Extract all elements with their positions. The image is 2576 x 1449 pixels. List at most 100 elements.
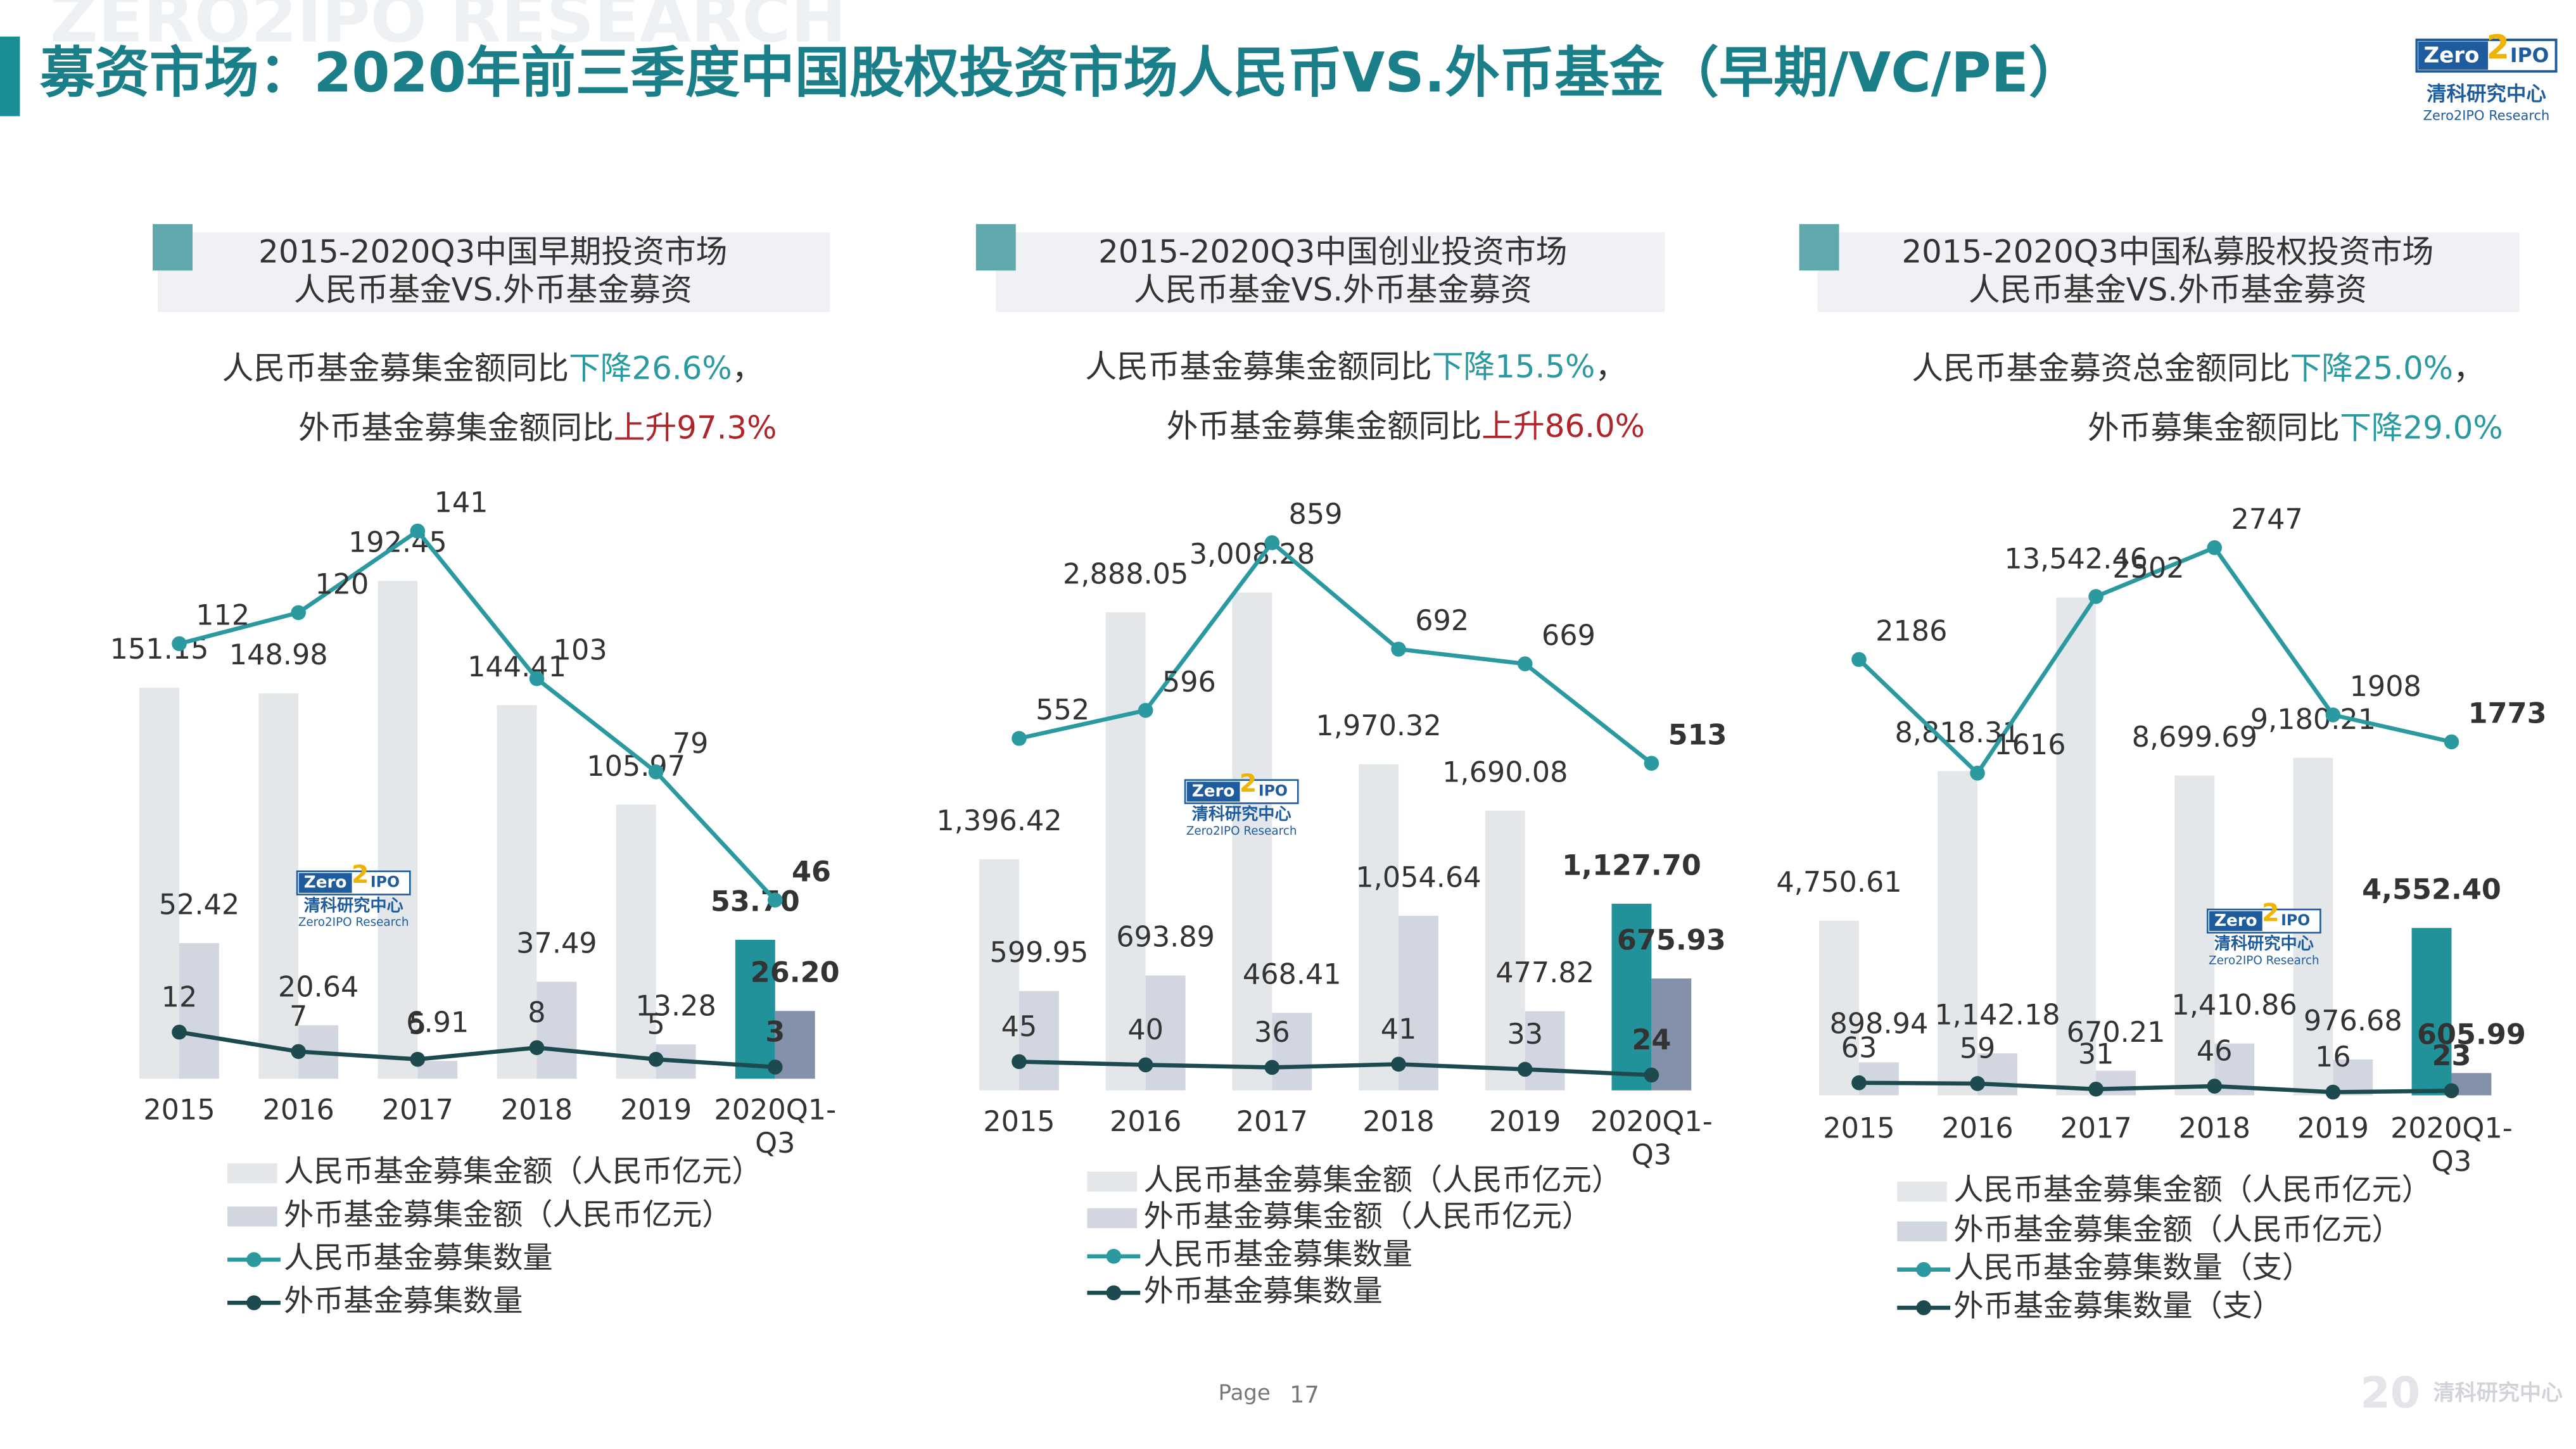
line-value-label: 16 (2315, 1041, 2351, 1073)
line-value-label: 513 (1668, 718, 1727, 751)
chart-note: 人民币基金募集金额同比下降26.6%， (222, 350, 764, 386)
legend-label: 外币基金募集金额（人民币亿元） (1953, 1212, 2401, 1247)
legend-label: 人民币基金募集数量 (284, 1241, 552, 1275)
x-tick-label: 2017 (2060, 1112, 2131, 1145)
bar (1485, 811, 1525, 1091)
x-tick-label: 2017 (382, 1094, 454, 1127)
logo-digit: 2 (352, 861, 369, 889)
logo-tagline: Zero2IPO Research (1186, 825, 1297, 838)
line-value-label: 2186 (1875, 614, 1947, 647)
chart-note: 人民币基金募资总金额同比下降25.0%， (1912, 350, 2485, 386)
bar (1359, 764, 1399, 1091)
x-tick-label: 2020Q1-Q3 (1590, 1105, 1713, 1171)
x-tick-label: 2015 (1823, 1112, 1894, 1145)
line-value-label: 859 (1289, 498, 1343, 531)
bar-value-label: 468.41 (1243, 958, 1342, 991)
line-marker (767, 1060, 783, 1075)
note-segment: 下降26.6% (569, 350, 732, 386)
x-tick-label: 2019 (1489, 1105, 1561, 1138)
x-tick-label: 2018 (1362, 1105, 1434, 1138)
logo-word: IPO (371, 873, 400, 891)
bar-value-label: 148.98 (229, 638, 328, 671)
x-tick-label: 2020Q1-Q3 (2390, 1112, 2513, 1178)
legend-label: 外币基金募集数量 (284, 1284, 523, 1319)
line-marker (1138, 702, 1153, 718)
line-marker (2207, 540, 2223, 555)
bar (1145, 975, 1186, 1091)
line-marker (410, 523, 426, 539)
x-tick-label: 2016 (1110, 1105, 1181, 1138)
line (1018, 540, 1653, 765)
bar (1272, 1013, 1312, 1091)
x-tick-label: 2015 (983, 1105, 1055, 1138)
bar (1819, 920, 1859, 1096)
line-marker (1644, 1067, 1659, 1083)
note-segment: 人民币基金募资总金额同比 (1912, 350, 2290, 386)
bar-value-label: 8,699.69 (2132, 721, 2257, 754)
line-marker (1391, 1056, 1406, 1072)
line-marker (172, 1024, 187, 1040)
line-marker (2088, 589, 2103, 604)
legend-label: 外币基金募集数量 (1144, 1274, 1383, 1308)
bar-value-label: 37.49 (516, 927, 597, 960)
bar-value-label: 20.64 (278, 970, 358, 1003)
line-value-label: 36 (1254, 1016, 1290, 1049)
note-segment: 下降15.5% (1432, 348, 1596, 384)
line-value-label: 103 (554, 634, 607, 667)
line-value-label: 41 (1381, 1013, 1417, 1046)
note-segment: 上升86.0% (1482, 408, 1645, 445)
line-value-label: 46 (2197, 1035, 2233, 1068)
bar (1611, 903, 1652, 1091)
line-marker (1012, 1054, 1027, 1070)
bar-value-label: 6.91 (406, 1006, 469, 1039)
bar (417, 1061, 458, 1079)
bar-value-label: 4,750.61 (1776, 866, 1901, 899)
x-tick-label: 2016 (262, 1094, 334, 1127)
bar-value-label: 599.95 (990, 936, 1089, 969)
x-tick-label-part: Q3 (755, 1127, 795, 1160)
legend-label: 外币基金募集金额（人民币亿元） (1144, 1199, 1592, 1234)
footer-brand: 清科研究中心 (2433, 1381, 2563, 1406)
bar (536, 982, 577, 1079)
line-value-label: 120 (315, 567, 369, 600)
line-marker (1517, 656, 1533, 671)
bar-value-label: 1,054.64 (1355, 861, 1481, 894)
note-segment: 下降25.0% (2290, 350, 2453, 386)
chart-title: 2015-2020Q3中国私募股权投资市场 (1901, 233, 2433, 270)
line-marker (1644, 756, 1659, 771)
line-marker (172, 636, 187, 652)
bar-value-label: 26.20 (751, 956, 840, 989)
line-value-label: 112 (196, 599, 250, 632)
line-value-label: 33 (1507, 1018, 1543, 1051)
logo-digit: 2 (1240, 769, 1257, 798)
line-marker (1517, 1061, 1533, 1077)
line (1018, 1060, 1652, 1077)
header-logo: Zero 2 IPO 清科研究中心 Zero2IPO Research (2415, 28, 2558, 123)
line-value-label: 8 (528, 996, 545, 1029)
line-marker (410, 1051, 426, 1067)
line (179, 528, 777, 902)
legend-label: 外币基金募集金额（人民币亿元） (284, 1198, 732, 1232)
bar-value-label: 670.21 (2067, 1016, 2166, 1049)
line-value-label: 1616 (1994, 728, 2065, 761)
legend-label: 人民币基金募集金额（人民币亿元） (1953, 1173, 2432, 1208)
legend-label: 人民币基金募集金额（人民币亿元） (1144, 1163, 1622, 1198)
title-accent (0, 36, 20, 117)
logo-word: Zero (1192, 781, 1235, 800)
line-value-label: 63 (1841, 1031, 1877, 1064)
bar-value-label: 1,410.86 (2172, 989, 2297, 1022)
line-marker (2325, 707, 2341, 723)
line-marker (1391, 642, 1406, 657)
bar (139, 687, 180, 1079)
logo-block (2418, 41, 2489, 70)
legend-swatch (1916, 1262, 1931, 1277)
bar-value-label: 3,008.28 (1190, 538, 1315, 571)
watermark: ZERO2IPO RESEARCH (50, 0, 846, 58)
line-value-label: 2502 (2112, 552, 2184, 585)
legend-label: 外币基金募集数量（支） (1953, 1289, 2282, 1324)
line-value-label: 2747 (2231, 503, 2302, 536)
line-marker (1264, 1060, 1280, 1075)
x-tick-label: 2020Q1-Q3 (714, 1094, 836, 1160)
x-tick-label-part: Q3 (1632, 1139, 1672, 1172)
